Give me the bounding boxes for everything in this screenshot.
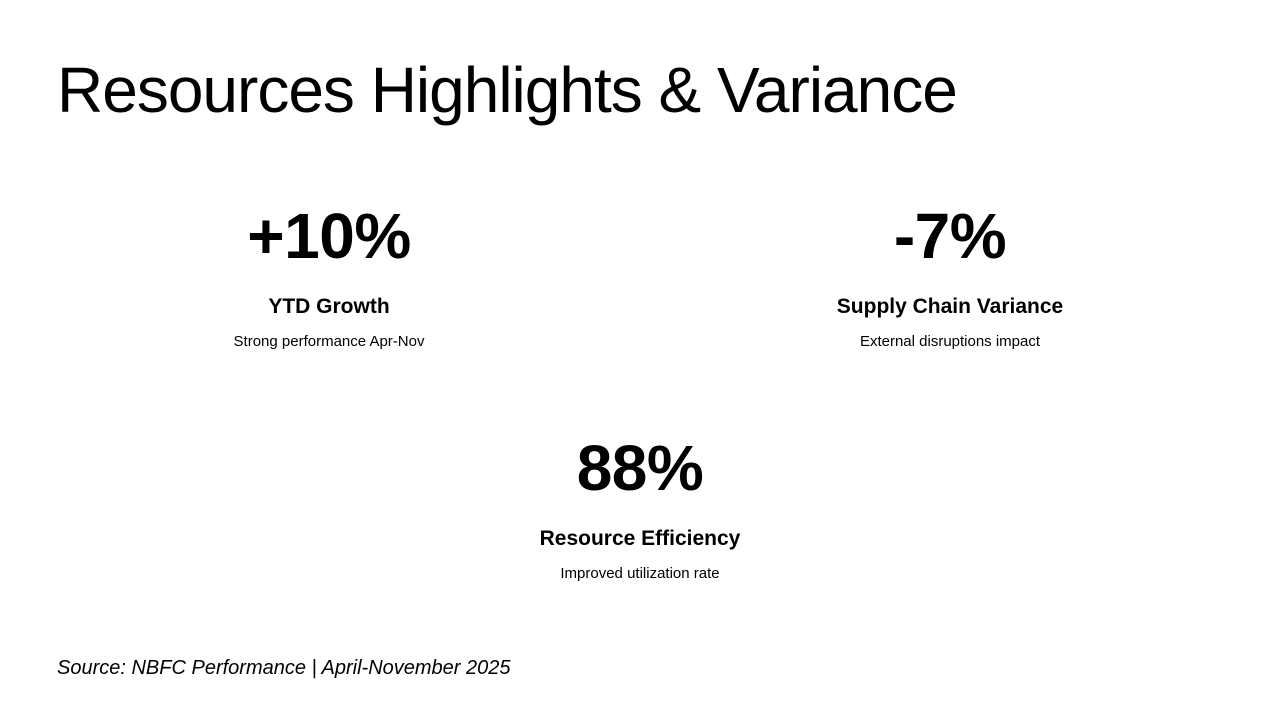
stat-value: -7% xyxy=(893,200,1007,272)
slide-title: Resources Highlights & Variance xyxy=(57,54,958,126)
stat-description: Improved utilization rate xyxy=(560,565,720,582)
stat-supply-chain-variance: -7% Supply Chain Variance External disru… xyxy=(740,196,1160,351)
stat-label: YTD Growth xyxy=(268,295,390,318)
stat-resource-efficiency: 88% Resource Efficiency Improved utiliza… xyxy=(430,428,850,583)
source-note: Source: NBFC Performance | April-Novembe… xyxy=(57,657,511,679)
stat-description: External disruptions impact xyxy=(859,333,1041,350)
stat-ytd-growth: +10% YTD Growth Strong performance Apr-N… xyxy=(119,196,539,351)
stat-value: +10% xyxy=(247,200,411,272)
stat-label: Resource Efficiency xyxy=(539,527,741,550)
stat-label: Supply Chain Variance xyxy=(836,295,1064,318)
stat-description: Strong performance Apr-Nov xyxy=(233,333,425,350)
stat-value: 88% xyxy=(576,432,704,504)
